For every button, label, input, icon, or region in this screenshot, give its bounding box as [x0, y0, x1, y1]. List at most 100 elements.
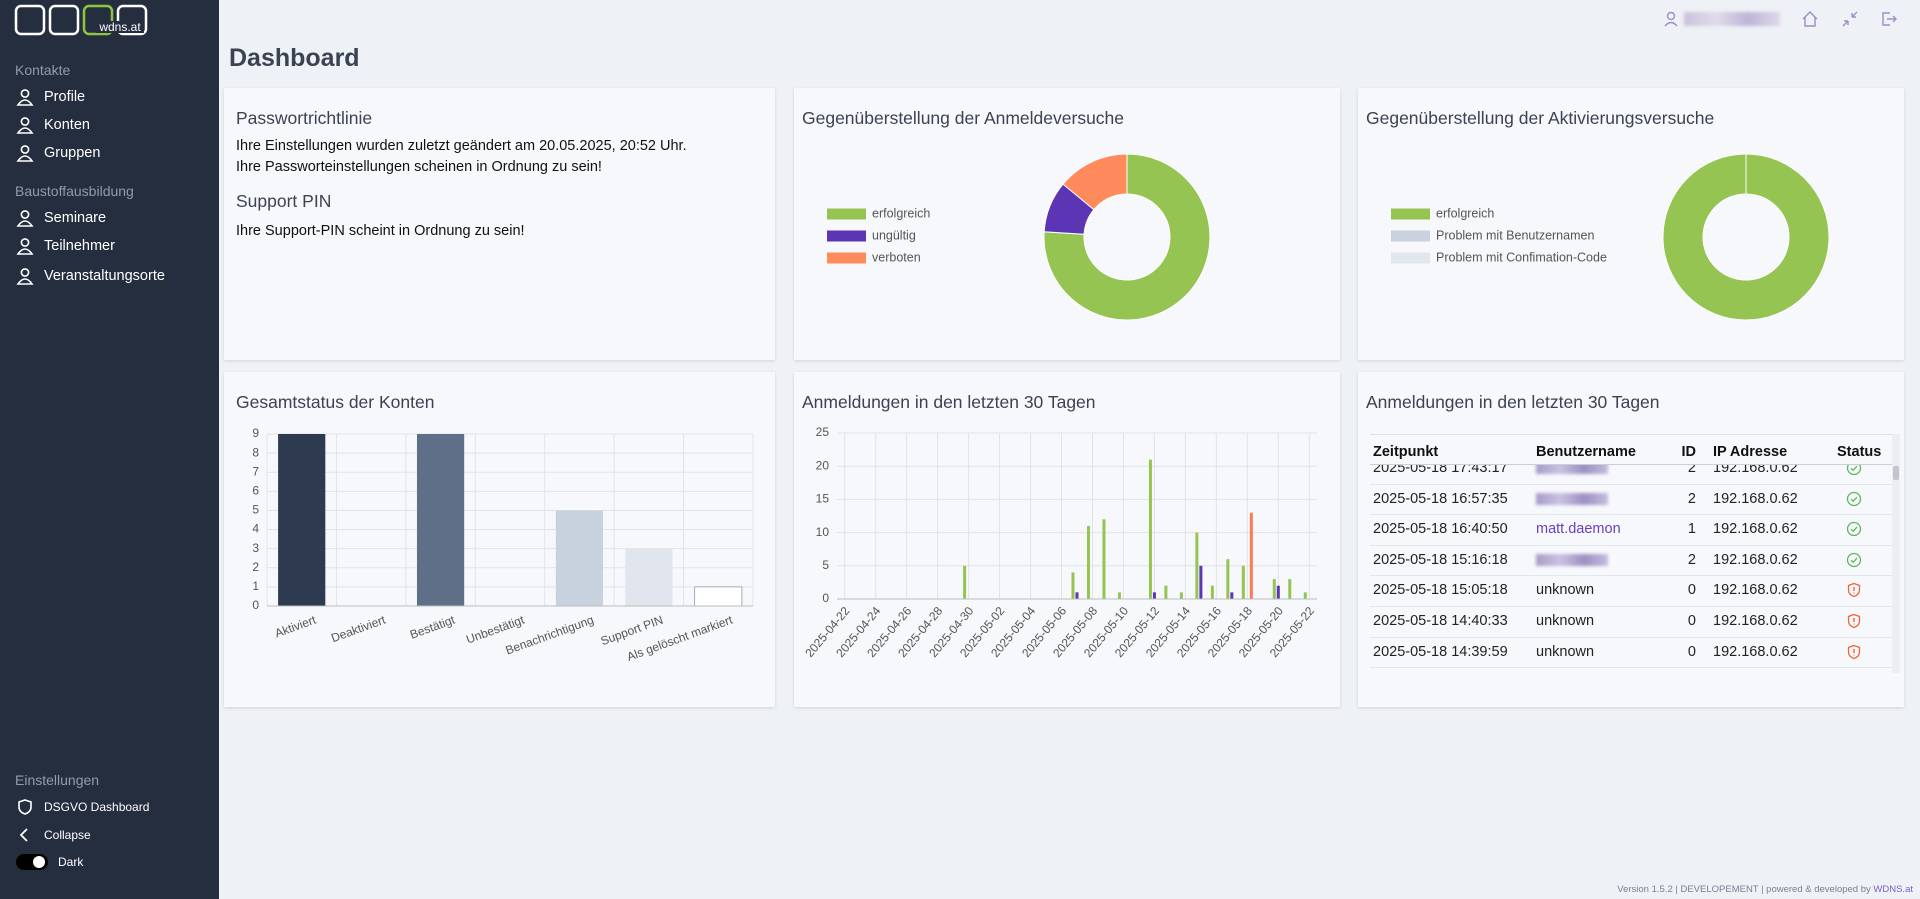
y-tick-label: 0	[252, 598, 259, 612]
y-tick-label: 10	[816, 525, 830, 539]
nav-item[interactable]: Gruppen	[15, 144, 100, 162]
card-title: Anmeldungen in den letzten 30 Tagen	[1366, 392, 1660, 412]
bar	[1249, 512, 1253, 599]
cell-ip: 192.168.0.62	[1713, 465, 1798, 476]
nav-item-label: Gruppen	[44, 145, 101, 161]
icon-shape	[16, 278, 34, 285]
nav-item[interactable]: Konten	[15, 116, 90, 134]
legend-swatch	[827, 252, 866, 264]
status-icon	[1847, 644, 1861, 659]
bar	[1230, 592, 1234, 599]
bar	[963, 565, 967, 599]
y-tick-label: 0	[822, 591, 829, 605]
cell-user: unknown	[1536, 582, 1595, 599]
y-tick-label: 15	[816, 492, 830, 506]
icon-shape	[20, 117, 30, 126]
y-tick-label: 9	[252, 426, 259, 440]
status-ok-check	[1850, 526, 1858, 533]
table-body: 2025-05-18 17:43:17 2 192.168.0.62 2025-05-…	[1370, 465, 1892, 673]
table-row: 2025-05-18 16:57:35 2 192.168.0.62	[1370, 484, 1892, 516]
bar	[1303, 592, 1307, 599]
y-tick-label: 8	[252, 445, 259, 459]
legend-label: verboten	[872, 250, 921, 264]
bar	[1071, 572, 1075, 599]
nav-item[interactable]: Profile	[15, 88, 85, 106]
bar	[1199, 565, 1203, 599]
status-ok-check	[1850, 557, 1858, 564]
collapse-icon[interactable]	[1841, 10, 1859, 28]
card-title: Passwortrichtlinie	[236, 108, 373, 128]
icon-shape	[20, 89, 30, 98]
status-icon	[1846, 465, 1862, 476]
cell-time: 2025-05-18 15:16:18	[1373, 551, 1508, 568]
status-ok-check	[1850, 465, 1858, 472]
nav-item[interactable]: Collapse	[15, 826, 91, 844]
chart: erfolgreich Problem mit Benutzernamen Prob…	[1391, 153, 1830, 321]
nav-item[interactable]: Teilnehmer	[15, 237, 115, 255]
legend-label: Problem mit Confimation-Code	[1436, 250, 1607, 264]
nav-item[interactable]: DSGVO Dashboard	[15, 798, 149, 816]
cell-user-blurred[interactable]	[1536, 553, 1608, 566]
nav-item-label: Seminare	[44, 210, 107, 226]
nav-icon	[16, 210, 34, 227]
bar	[416, 434, 465, 606]
status-icon	[1846, 522, 1862, 537]
nav-icon	[16, 854, 48, 870]
status-error	[1847, 613, 1861, 629]
footer: Version 1.5.2 | DEVELOPEMENT | powered &…	[1617, 884, 1913, 895]
cell-user[interactable]: matt.daemon	[1536, 521, 1621, 538]
table-header[interactable]: ID	[1681, 444, 1697, 460]
table-header[interactable]: Benutzername	[1536, 444, 1636, 460]
table-row: 2025-05-18 15:16:18 2 192.168.0.62	[1370, 545, 1892, 577]
icon-shape	[16, 127, 34, 134]
cell-id: 0	[1687, 613, 1696, 629]
cell-user: unknown	[1536, 613, 1595, 629]
cell-id: 1	[1687, 521, 1696, 538]
status-ok	[1846, 465, 1862, 476]
cell-user-blurred[interactable]	[1536, 465, 1608, 474]
legend-swatch	[1391, 230, 1430, 242]
user-name-blurred[interactable]	[1684, 12, 1780, 26]
user-icon[interactable]	[1664, 11, 1680, 27]
logout-icon[interactable]	[1880, 10, 1898, 28]
x-tick-label: Aktiviert	[273, 612, 319, 640]
table-header[interactable]: IP Adresse	[1713, 444, 1788, 460]
bar	[1195, 532, 1199, 599]
logo-text: wdns.at	[98, 20, 141, 34]
bar	[694, 586, 743, 607]
cell-time: 2025-05-18 16:40:50	[1373, 521, 1508, 538]
status-error	[1847, 644, 1861, 659]
cell-time: 2025-05-18 16:57:35	[1373, 490, 1508, 507]
cell-id: 2	[1687, 465, 1696, 476]
bar	[1164, 585, 1168, 599]
home-icon[interactable]	[1801, 10, 1819, 28]
legend-label: erfolgreich	[1436, 206, 1494, 220]
bar	[1241, 565, 1245, 599]
cell-user-blurred[interactable]	[1536, 492, 1608, 505]
nav-section-label: Einstellungen	[15, 772, 100, 788]
y-tick-label: 20	[816, 458, 830, 472]
bar	[1210, 585, 1214, 599]
icon-shape	[16, 220, 34, 227]
nav-item[interactable]: Veranstaltungsorte	[15, 267, 165, 285]
cell-time: 2025-05-18 17:43:17	[1373, 465, 1508, 476]
nav-item[interactable]: Dark	[15, 853, 83, 871]
status-error	[1847, 583, 1861, 598]
cell-id: 2	[1687, 490, 1696, 507]
table-header[interactable]: Zeitpunkt	[1373, 444, 1439, 460]
scrollbar-thumb[interactable]	[1893, 466, 1899, 480]
bar	[1102, 519, 1106, 599]
table-row: 2025-05-18 14:39:59 unknown 0 192.168.0.62	[1370, 637, 1892, 669]
y-tick-label: 3	[252, 541, 259, 555]
nav-item[interactable]: Seminare	[15, 209, 106, 227]
footer-link[interactable]: WDNS.at	[1873, 884, 1913, 895]
bar	[1226, 559, 1230, 599]
legend-swatch	[827, 208, 866, 220]
table-row: 2025-05-18 17:43:17 2 192.168.0.62	[1370, 465, 1892, 485]
daily-logins-card: Anmeldungen in den letzten 30 Tagen 0 5 10…	[794, 372, 1340, 707]
table-row: 2025-05-18 14:40:33 unknown 0 192.168.0.62	[1370, 606, 1892, 638]
login-table-card: Anmeldungen in den letzten 30 Tagen Zeit…	[1358, 372, 1904, 707]
nav-item-label: Veranstaltungsorte	[44, 268, 165, 284]
cell-time: 2025-05-18 14:40:33	[1373, 613, 1508, 629]
